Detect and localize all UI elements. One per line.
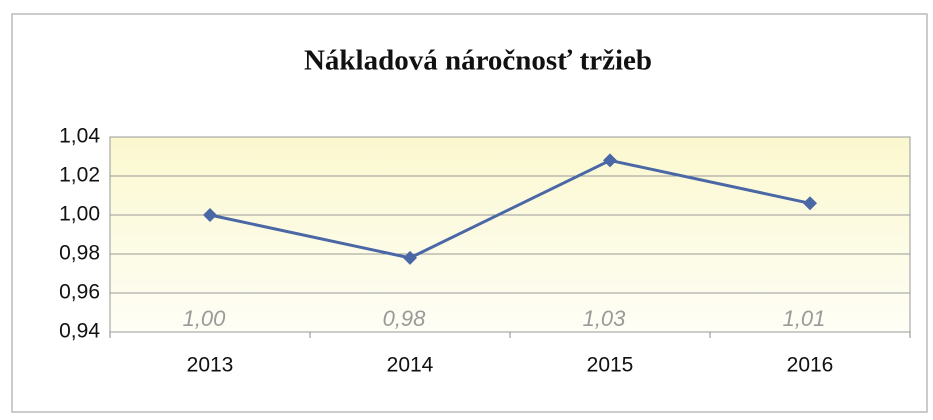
plot-area: [109, 136, 911, 333]
x-tick-label: 2013: [187, 354, 234, 377]
chart-title: Nákladová náročnosť tržieb: [304, 45, 652, 77]
y-tick-label: 1,02: [59, 164, 100, 187]
line: [209, 158, 811, 260]
value-label: 0,98: [383, 306, 427, 331]
y-tick-label: 0,98: [59, 242, 100, 265]
marker: [803, 196, 817, 211]
x-tick-label: 2016: [787, 354, 834, 377]
y-tick-label: 0,96: [59, 281, 100, 304]
value-label: 1,01: [783, 306, 826, 331]
value-label: 1,03: [583, 306, 627, 331]
value-label: 1,00: [183, 306, 227, 331]
marker: [203, 208, 217, 222]
y-tick-label: 1,04: [59, 125, 100, 148]
y-tick-label: 0,94: [59, 320, 100, 343]
marker: [603, 153, 617, 168]
y-tick-label: 1,00: [59, 203, 100, 226]
x-tick-label: 2014: [387, 354, 434, 377]
marker: [403, 250, 417, 265]
x-tick-label: 2015: [587, 354, 634, 377]
